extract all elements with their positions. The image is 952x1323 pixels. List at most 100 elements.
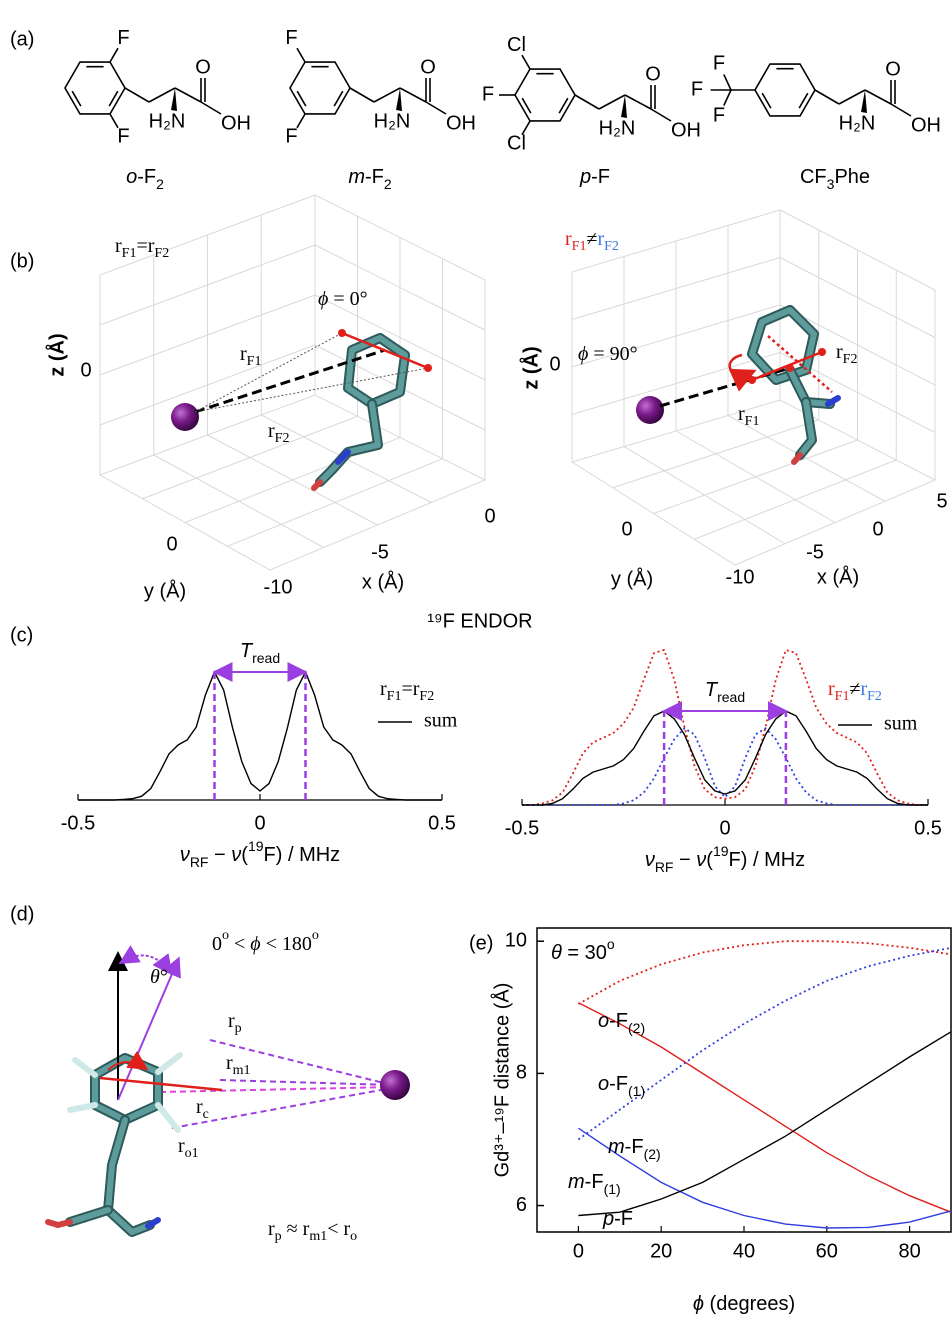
tread-label: Tread [240,640,280,665]
stick-tip [75,1060,95,1075]
tick-label: -10 [726,566,755,588]
text-run: F1 [387,689,402,704]
x-tick-label: 0.5 [914,817,942,839]
series-line [522,650,928,805]
text-run: -F [625,1136,644,1158]
gd-ion [636,396,664,424]
text-run: F) / MHz [729,849,806,871]
text-run: o [312,928,319,943]
text-run: F1 [835,689,850,704]
panel-label: (b) [10,250,34,272]
bond [651,109,671,121]
x-tick-label: 20 [650,1240,672,1262]
atom-label: F [285,126,297,148]
atom-label: H₂N [374,110,411,132]
tread-label: Tread [705,679,745,704]
text-run: -F [365,166,384,188]
text-run: F1 [745,414,760,429]
atom-label: O [195,56,211,78]
text-run: ° [160,966,168,988]
text-run: 19 [248,838,264,854]
text-run: (1) [628,1083,645,1099]
atom-label: H₂N [149,110,186,132]
bond [865,90,891,104]
text-run: (degrees) [704,1293,795,1315]
atom-label: F [713,52,725,74]
f-atom [748,376,756,384]
molecule-name: CF3Phe [800,166,870,191]
bond [575,95,599,109]
bond [149,88,175,102]
gd-ion [380,1070,410,1100]
angle-label: ϕ = 90° [578,343,638,365]
text-run: m1 [233,1063,251,1078]
figure: (a) (b) (c) (d) FFH₂NOOHo-F2FFH₂NOOHm-F2… [0,0,952,1323]
x-axis-label: νRF − ν(19F) / MHz [645,843,805,875]
series-label: o-F(2) [598,1010,645,1035]
x-tick-label: 80 [898,1240,920,1262]
y-tick-label: 10 [505,929,527,951]
tick-label: 0 [484,505,495,527]
text-run: ν [645,849,655,871]
legend-title: rF1≠rF2 [828,678,882,705]
panel-label: (c) [10,624,33,646]
bond [724,90,731,106]
legend-title: rF1=rF2 [380,678,434,705]
series-label: p-F [602,1208,633,1230]
atom-label: OH [911,114,941,136]
text-run: 2 [384,176,392,192]
axis-label: x (Å) [362,570,404,593]
text-run: < [229,933,250,955]
stick-tip [158,1055,180,1072]
angle-label: ϕ = 0° [318,288,368,310]
bond [815,90,839,104]
rotation-arrow [730,355,752,375]
text-run: -F [614,1208,633,1230]
text-run: = [136,235,147,257]
text-run: = [401,678,412,700]
distance-relation: rp ≈ rm1< ro [268,1218,357,1245]
x-axis-label: νRF − ν(19F) / MHz [180,838,340,870]
text-run: o [222,928,229,943]
text-run: o [607,936,615,952]
atom-label: Cl [507,133,526,155]
field-vector [118,960,178,1100]
y-axis-label: Gd³⁺–¹⁹F distance (Å) [490,983,513,1178]
bond [175,88,201,102]
text-run: F2 [154,246,169,261]
bond [201,102,221,114]
panel-label: (d) [10,903,34,925]
ring [65,62,125,114]
bond [839,90,865,104]
text-run: -F [585,1171,604,1193]
f-atom [424,364,432,372]
tick-label: -5 [806,541,824,563]
atom-label: OH [671,119,701,141]
text-run: p [275,1229,282,1244]
text-run: o [598,1073,609,1095]
text-run: − [673,849,696,871]
text-run: o [598,1010,609,1032]
text-run: ν [180,844,190,866]
wedge [861,90,867,113]
text-run: p [579,166,591,188]
text-run: ≠ [586,228,597,250]
text-run: = 0° [328,288,367,310]
text-run: F2 [419,689,434,704]
panel-label: (e) [469,932,493,954]
x-tick-label: -0.5 [505,817,539,839]
bond [599,95,625,109]
x-axis-label: ϕ (degrees) [693,1293,795,1315]
tick-label: -5 [371,541,389,563]
legend-label: sum [884,713,918,735]
text-run: m [608,1136,625,1158]
series-label: o-F(1) [598,1073,645,1098]
atom-label: OH [221,112,251,134]
text-run: F2 [843,352,858,367]
atom-label: H₂N [839,112,876,134]
tick-label: 0 [621,518,632,540]
bond [125,88,149,102]
text-run: = 90° [588,343,637,365]
atom-label: F [117,126,129,148]
text-run: 19 [713,843,729,859]
